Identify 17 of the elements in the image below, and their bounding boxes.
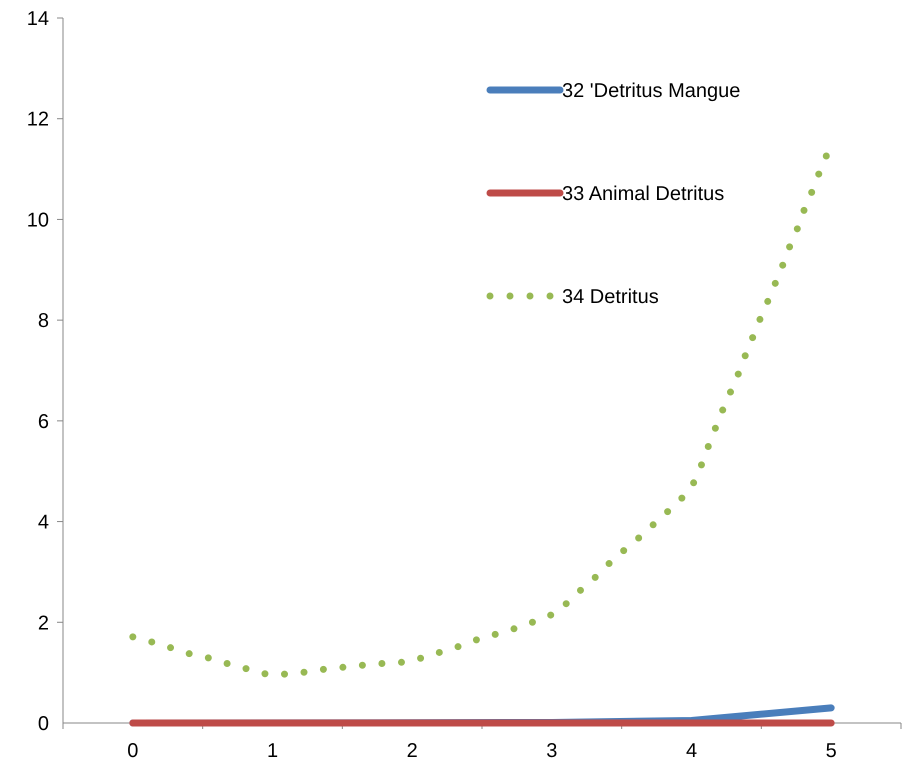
- x-tick-label: 0: [127, 740, 138, 762]
- y-tick-label: 4: [38, 512, 49, 534]
- x-tick-label: 1: [266, 740, 278, 762]
- x-tick-label: 4: [686, 740, 698, 762]
- y-tick-label: 12: [26, 108, 49, 131]
- y-tick-label: 0: [38, 713, 49, 735]
- legend-label: 33 Animal Detritus: [562, 183, 724, 205]
- y-tick-label: 14: [26, 8, 49, 30]
- y-tick-label: 2: [38, 612, 49, 634]
- y-tick-label: 8: [38, 310, 49, 332]
- y-tick-label: 10: [26, 209, 49, 232]
- x-tick-label: 5: [826, 740, 837, 762]
- legend-label: 34 Detritus: [562, 286, 659, 308]
- legend-label: 32 'Detritus Mangue: [562, 80, 740, 102]
- x-tick-label: 2: [406, 740, 418, 762]
- x-tick-label: 3: [546, 740, 558, 762]
- y-tick-label: 6: [38, 410, 49, 433]
